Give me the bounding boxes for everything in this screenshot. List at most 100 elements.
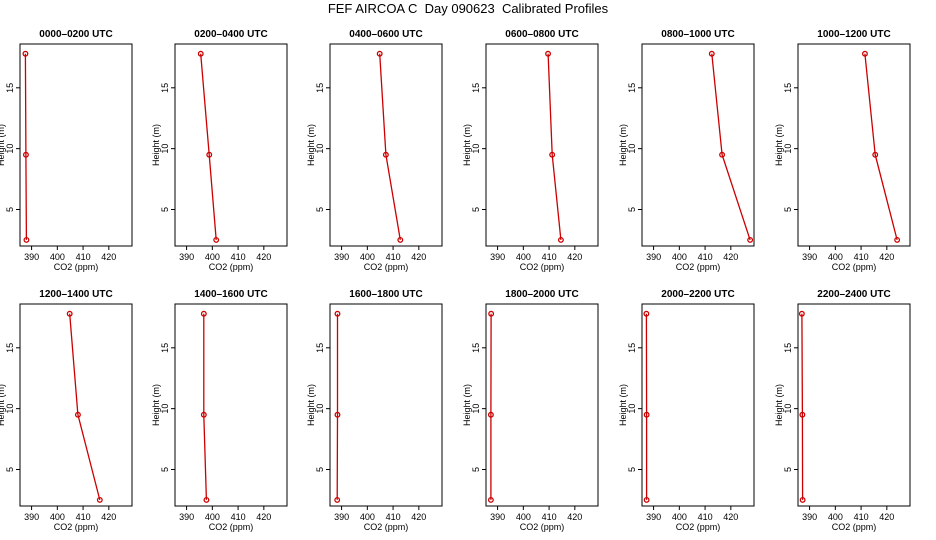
y-tick-label: 15 bbox=[627, 343, 637, 353]
data-point bbox=[487, 411, 494, 418]
data-point bbox=[96, 496, 103, 503]
x-tick-label: 410 bbox=[698, 512, 713, 522]
y-axis-label: Height (m) bbox=[306, 384, 316, 426]
x-axis-label: CO2 (ppm) bbox=[832, 522, 877, 532]
plot-frame bbox=[329, 43, 443, 247]
x-tick-label: 420 bbox=[256, 512, 271, 522]
x-tick-label: 420 bbox=[101, 512, 116, 522]
x-tick-label: 400 bbox=[516, 252, 531, 262]
x-tick-label: 390 bbox=[646, 512, 661, 522]
y-tick-label: 5 bbox=[627, 207, 637, 212]
x-axis-label: CO2 (ppm) bbox=[676, 262, 721, 272]
data-point bbox=[798, 310, 805, 317]
panel-title: 0400–0600 UTC bbox=[349, 29, 422, 40]
x-tick-label: 420 bbox=[879, 252, 894, 262]
x-tick-label: 390 bbox=[179, 512, 194, 522]
data-point bbox=[334, 310, 341, 317]
x-axis-label: CO2 (ppm) bbox=[364, 522, 409, 532]
profile-panel: 0400–0600 UTC 390 400 410 420 5 10 15 CO2 (ppm) H… bbox=[306, 29, 443, 272]
profile-line bbox=[379, 53, 401, 241]
panel-title: 2200–2400 UTC bbox=[817, 289, 890, 300]
data-point bbox=[334, 496, 341, 503]
y-axis-label: Height (m) bbox=[462, 124, 472, 166]
data-point bbox=[719, 151, 726, 158]
x-tick-label: 390 bbox=[24, 252, 39, 262]
x-tick-label: 410 bbox=[76, 252, 91, 262]
x-tick-label: 410 bbox=[854, 252, 869, 262]
profile-panel: 2200–2400 UTC 390 400 410 420 5 10 15 CO2 (ppm) H… bbox=[774, 289, 911, 532]
x-axis-label: CO2 (ppm) bbox=[676, 522, 721, 532]
profile-line bbox=[203, 313, 208, 500]
y-tick-label: 15 bbox=[471, 83, 481, 93]
x-tick-label: 400 bbox=[360, 512, 375, 522]
y-tick-label: 5 bbox=[471, 207, 481, 212]
y-tick-label: 5 bbox=[315, 207, 325, 212]
x-tick-label: 400 bbox=[828, 252, 843, 262]
y-tick-label: 10 bbox=[315, 404, 325, 414]
x-tick-label: 420 bbox=[723, 512, 738, 522]
panel-title: 2000–2200 UTC bbox=[661, 289, 734, 300]
profile-panel: 2000–2200 UTC 390 400 410 420 5 10 15 CO2 (ppm) H… bbox=[618, 289, 755, 532]
page-title: FEF AIRCOA C Day 090623 Calibrated Profi… bbox=[327, 1, 609, 16]
plot-frame bbox=[641, 303, 755, 507]
x-tick-label: 420 bbox=[101, 252, 116, 262]
x-tick-label: 390 bbox=[179, 252, 194, 262]
data-point bbox=[747, 236, 754, 243]
y-tick-label: 15 bbox=[315, 83, 325, 93]
data-point bbox=[200, 310, 207, 317]
data-point bbox=[557, 236, 564, 243]
data-point bbox=[397, 236, 404, 243]
panel-title: 1200–1400 UTC bbox=[39, 289, 112, 300]
x-tick-label: 410 bbox=[76, 512, 91, 522]
x-tick-label: 390 bbox=[490, 252, 505, 262]
y-axis-label: Height (m) bbox=[0, 124, 6, 166]
x-tick-label: 400 bbox=[672, 252, 687, 262]
y-tick-label: 15 bbox=[315, 343, 325, 353]
data-point bbox=[213, 236, 220, 243]
y-axis-label: Height (m) bbox=[151, 384, 161, 426]
plot-frame bbox=[641, 43, 755, 247]
x-tick-label: 410 bbox=[698, 252, 713, 262]
profile-line bbox=[69, 313, 101, 501]
x-axis-label: CO2 (ppm) bbox=[54, 522, 99, 532]
data-point bbox=[376, 50, 383, 57]
data-point bbox=[197, 50, 204, 57]
x-tick-label: 390 bbox=[802, 512, 817, 522]
y-tick-label: 5 bbox=[471, 467, 481, 472]
y-tick-label: 5 bbox=[160, 467, 170, 472]
panel-title: 0000–0200 UTC bbox=[39, 29, 112, 40]
y-tick-label: 15 bbox=[471, 343, 481, 353]
x-tick-label: 420 bbox=[567, 252, 582, 262]
y-tick-label: 5 bbox=[783, 467, 793, 472]
data-point bbox=[23, 236, 30, 243]
y-axis-label: Height (m) bbox=[774, 384, 784, 426]
data-point bbox=[66, 310, 73, 317]
x-tick-label: 400 bbox=[205, 252, 220, 262]
profile-line bbox=[711, 53, 751, 241]
x-axis-label: CO2 (ppm) bbox=[54, 262, 99, 272]
x-tick-label: 410 bbox=[386, 252, 401, 262]
data-point bbox=[643, 496, 650, 503]
x-axis-label: CO2 (ppm) bbox=[520, 522, 565, 532]
data-point bbox=[203, 496, 210, 503]
x-tick-label: 420 bbox=[723, 252, 738, 262]
y-axis-label: Height (m) bbox=[618, 384, 628, 426]
x-tick-label: 390 bbox=[334, 512, 349, 522]
x-tick-label: 400 bbox=[672, 512, 687, 522]
x-tick-label: 390 bbox=[646, 252, 661, 262]
plot-frame bbox=[19, 303, 133, 507]
x-axis-label: CO2 (ppm) bbox=[364, 262, 409, 272]
y-tick-label: 10 bbox=[160, 404, 170, 414]
y-axis-label: Height (m) bbox=[462, 384, 472, 426]
y-tick-label: 10 bbox=[5, 144, 15, 154]
profile-panel: 0000–0200 UTC 390 400 410 420 5 10 15 CO2 (ppm) H… bbox=[0, 29, 133, 272]
data-point bbox=[643, 411, 650, 418]
profile-line bbox=[864, 53, 898, 241]
profile-panel: 1600–1800 UTC 390 400 410 420 5 10 15 CO2 (ppm) H… bbox=[306, 289, 443, 532]
plot-frame bbox=[329, 303, 443, 507]
plot-frame bbox=[174, 303, 288, 507]
x-tick-label: 410 bbox=[386, 512, 401, 522]
profile-line bbox=[24, 53, 28, 240]
profile-panel: 1400–1600 UTC 390 400 410 420 5 10 15 CO2 (ppm) H… bbox=[151, 289, 288, 532]
y-tick-label: 10 bbox=[783, 144, 793, 154]
